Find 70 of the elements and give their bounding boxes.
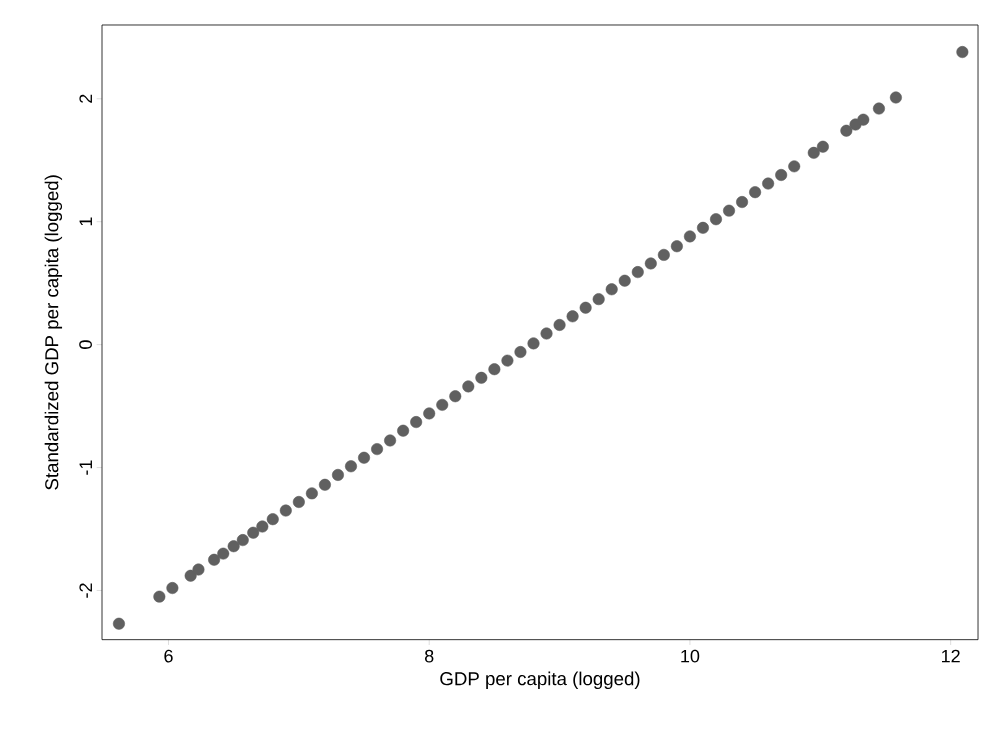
point xyxy=(462,380,475,393)
point xyxy=(857,113,870,126)
point xyxy=(605,283,618,296)
point xyxy=(384,434,397,447)
y-tick-label: 2 xyxy=(79,94,92,103)
point xyxy=(514,346,527,359)
point xyxy=(807,146,820,159)
point xyxy=(775,168,788,181)
point xyxy=(279,504,292,517)
point xyxy=(816,140,829,153)
point xyxy=(397,424,410,437)
point xyxy=(256,520,269,533)
point xyxy=(344,460,357,473)
x-tick-label: 6 xyxy=(164,649,173,663)
point xyxy=(247,526,260,539)
point xyxy=(592,293,605,306)
point xyxy=(872,102,885,115)
point xyxy=(840,124,853,137)
point xyxy=(236,534,249,547)
point xyxy=(112,617,125,630)
point xyxy=(266,513,279,526)
point xyxy=(227,540,240,553)
point xyxy=(208,553,221,566)
point xyxy=(657,248,670,261)
point xyxy=(683,230,696,243)
point xyxy=(423,407,436,420)
point xyxy=(762,177,775,190)
point xyxy=(749,186,762,199)
point xyxy=(788,160,801,173)
point xyxy=(670,240,683,253)
point xyxy=(527,337,540,350)
y-tick-label: 1 xyxy=(79,217,92,226)
point xyxy=(889,91,902,104)
x-axis-title: GDP per capita (logged) xyxy=(440,671,640,689)
point xyxy=(475,371,488,384)
point xyxy=(618,274,631,287)
x-tick-label: 8 xyxy=(424,649,434,663)
point xyxy=(736,196,749,209)
point xyxy=(331,468,344,481)
point xyxy=(358,451,371,464)
point xyxy=(710,213,722,226)
point xyxy=(566,310,579,323)
point xyxy=(410,416,423,429)
point xyxy=(449,390,462,403)
point xyxy=(631,266,644,279)
point xyxy=(436,398,449,411)
point xyxy=(318,478,331,491)
y-axis-title: Standardized GDP per capita (logged) xyxy=(44,175,63,490)
point xyxy=(184,569,197,582)
x-tick-label: 10 xyxy=(681,649,700,663)
point xyxy=(371,443,384,456)
point xyxy=(540,327,553,340)
point xyxy=(696,221,709,234)
point xyxy=(644,257,657,270)
y-tick-label: -2 xyxy=(79,583,92,598)
x-tick-label: 12 xyxy=(942,649,960,663)
point xyxy=(153,590,166,603)
point xyxy=(579,301,592,314)
y-tick-label: -1 xyxy=(79,460,92,475)
point xyxy=(217,547,230,560)
point xyxy=(305,487,318,500)
point xyxy=(723,204,736,217)
y-tick-label: 0 xyxy=(79,340,92,349)
point xyxy=(292,495,305,508)
point xyxy=(166,582,179,595)
point xyxy=(553,318,566,331)
point xyxy=(192,563,205,576)
point xyxy=(956,46,969,59)
point xyxy=(488,363,501,376)
point xyxy=(501,354,514,367)
